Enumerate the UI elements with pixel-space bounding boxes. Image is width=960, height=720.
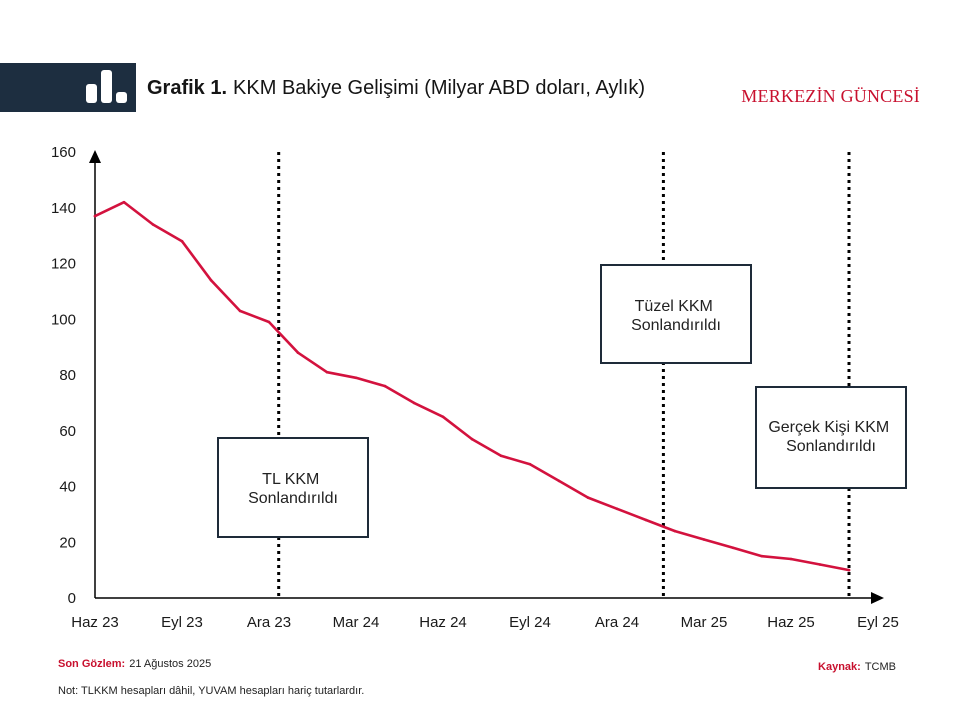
y-tick-label: 60: [59, 423, 76, 440]
y-tick-label: 160: [51, 144, 76, 161]
x-tick-label: Eyl 25: [857, 614, 899, 631]
source-label: Kaynak:: [818, 661, 861, 673]
data-point: [586, 496, 590, 499]
source-value: TCMB: [864, 661, 896, 673]
annotation-box-tl-kkm: TL KKM Sonlandırıldı: [217, 437, 369, 538]
data-point: [383, 384, 387, 388]
data-point: [847, 568, 851, 572]
data-point: [499, 454, 503, 458]
data-point: [151, 223, 155, 226]
y-tick-label: 40: [59, 479, 76, 496]
source: Kaynak: TCMB: [818, 660, 896, 674]
annotation-text: Gerçek Kişi KKM Sonlandırıldı: [768, 419, 893, 455]
data-point: [615, 507, 619, 511]
annotation-line: Sonlandırıldı: [248, 490, 338, 507]
x-tick-label: Mar 25: [681, 614, 728, 631]
annotation-box-frame: [217, 437, 369, 538]
data-point: [412, 401, 416, 405]
annotation-line: Gerçek Kişi KKM: [768, 419, 889, 436]
brand-logo-text: MERKEZİN GÜNCESİ: [741, 86, 920, 106]
data-point: [470, 437, 474, 441]
y-tick-labels: 0 20 40 60 80 100 120 140 160: [51, 144, 76, 607]
data-point: [267, 320, 271, 324]
data-point: [296, 351, 300, 355]
footnote: Not: TLKKM hesapları dâhil, YUVAM hesapl…: [58, 685, 365, 697]
x-tick-label: Ara 23: [247, 614, 291, 631]
x-tick-label: Mar 24: [333, 614, 380, 631]
last-observation-value: 21 Ağustos 2025: [129, 658, 212, 670]
x-tick-label: Haz 25: [767, 614, 815, 631]
x-tick-label: Haz 24: [419, 614, 467, 631]
annotation-text: TL KKM Sonlandırıldı: [248, 471, 338, 507]
data-point: [209, 278, 213, 282]
annotation-line: Sonlandırıldı: [786, 438, 876, 455]
header-banner: [0, 63, 136, 112]
x-tick-label: Eyl 23: [161, 614, 203, 631]
data-point: [760, 554, 764, 558]
data-point: [702, 538, 706, 541]
data-point: [354, 376, 358, 380]
data-point: [673, 529, 677, 533]
annotation-line: Tüzel KKM: [635, 298, 713, 315]
annotation-line: Sonlandırıldı: [631, 317, 721, 334]
data-point: [441, 415, 445, 419]
last-observation-label: Son Gözlem:: [58, 658, 126, 670]
y-tick-label: 80: [59, 367, 76, 384]
y-tick-label: 140: [51, 200, 76, 217]
bar-chart-icon: [86, 70, 127, 103]
x-tick-label: Eyl 24: [509, 614, 551, 631]
y-tick-label: 100: [51, 311, 76, 328]
data-point: [528, 462, 532, 466]
last-observation: Son Gözlem: 21 Ağustos 2025: [58, 657, 211, 671]
data-point: [644, 518, 648, 522]
data-point: [180, 239, 184, 243]
x-tick-labels: Haz 23 Eyl 23 Ara 23 Mar 24 Haz 24 Eyl 24 Ara …: [71, 614, 899, 631]
series-group: [93, 200, 851, 572]
data-point: [789, 557, 793, 561]
chart-title: Grafik 1. KKM Bakiye Gelişimi (Milyar ABD…: [147, 75, 645, 101]
y-tick-label: 120: [51, 256, 76, 273]
y-axis-arrow: [89, 150, 101, 163]
x-axis: Haz 23 Eyl 23 Ara 23 Mar 24 Haz 24 Eyl 24 Ara …: [71, 592, 899, 631]
data-point: [731, 546, 735, 550]
x-tick-label: Haz 23: [71, 614, 119, 631]
annotation-box-frame: [600, 264, 752, 364]
y-tick-label: 0: [68, 590, 76, 607]
annotation-box-tuzel-kkm: Tüzel KKM Sonlandırıldı: [600, 264, 752, 364]
x-tick-label: Ara 24: [595, 614, 639, 631]
annotation-line: TL KKM: [262, 471, 319, 488]
chart-title-text: KKM Bakiye Gelişimi (Milyar ABD doları, …: [233, 77, 645, 99]
data-point: [557, 479, 561, 483]
data-point: [93, 214, 97, 218]
series-line: [93, 200, 851, 572]
annotation-box-gercek-kisi-kkm: Gerçek Kişi KKM Sonlandırıldı: [755, 386, 907, 489]
y-axis: 0 20 40 60 80 100 120 140 160: [51, 144, 101, 607]
data-point: [818, 563, 822, 566]
annotation-text: Tüzel KKM Sonlandırıldı: [631, 298, 721, 334]
y-tick-label: 20: [59, 534, 76, 551]
x-axis-arrow: [871, 592, 884, 604]
annotation-box-frame: [755, 386, 907, 489]
data-point: [238, 309, 242, 313]
figure-label: Grafik 1.: [147, 77, 228, 99]
data-point: [122, 200, 126, 204]
data-point: [325, 370, 329, 374]
